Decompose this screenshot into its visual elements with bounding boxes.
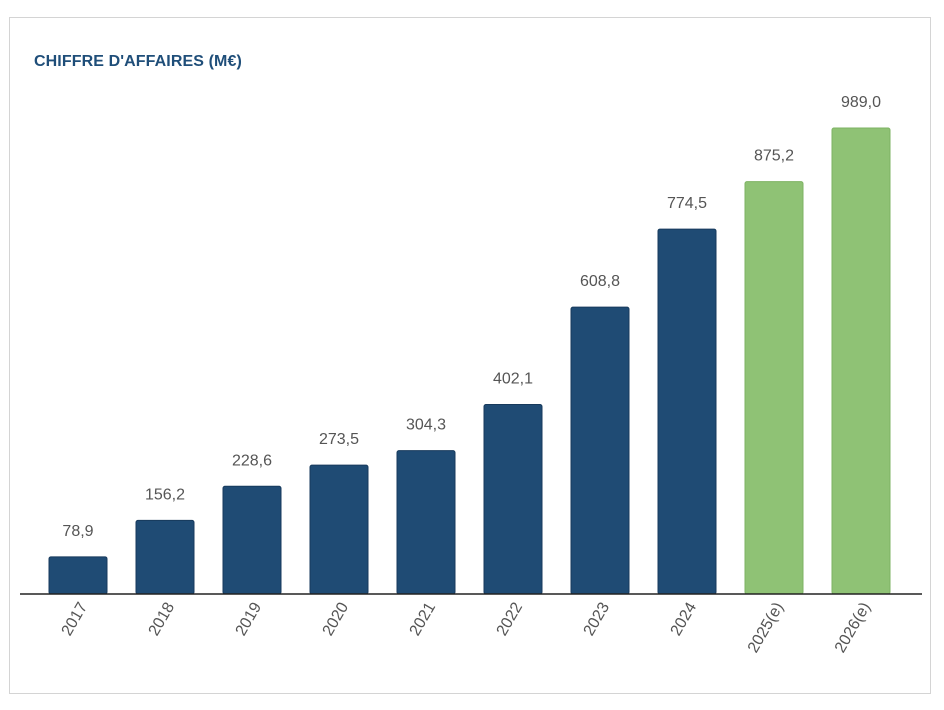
- x-tick-label-2019: 2019: [233, 600, 266, 639]
- value-label-2026(e): 989,0: [841, 94, 881, 111]
- value-labels-group: 78,9 156,2 228,6 273,5 304,3 402,1 608,8 774,5 8…: [62, 94, 881, 540]
- x-tick-label-2023: 2023: [581, 600, 614, 639]
- value-label-2019: 228,6: [232, 452, 272, 469]
- bars-group: [48, 127, 891, 595]
- x-tick-label-2025(e): 2025(e): [745, 600, 787, 656]
- x-tick-labels-group: 2017 2018 2019 2020 2021 2022 2023 2024 2025(e) 2…: [59, 600, 875, 656]
- value-label-2017: 78,9: [62, 523, 93, 540]
- x-tick-label-2021: 2021: [407, 600, 440, 639]
- bar-2026(e): [831, 127, 891, 595]
- bar-2017: [48, 556, 108, 595]
- chart-title: CHIFFRE D'AFFAIRES (M€): [34, 53, 242, 70]
- x-tick-label-2022: 2022: [494, 600, 527, 639]
- value-label-2025(e): 875,2: [754, 148, 794, 165]
- value-label-2021: 304,3: [406, 417, 446, 434]
- x-tick-label-2018: 2018: [146, 600, 179, 639]
- x-tick-label-2024: 2024: [668, 600, 701, 639]
- bar-2019: [222, 485, 282, 595]
- x-tick-label-2026(e): 2026(e): [832, 600, 874, 656]
- value-label-2024: 774,5: [667, 195, 707, 212]
- bar-2023: [570, 306, 630, 595]
- bar-2024: [657, 228, 717, 595]
- bar-2020: [309, 464, 369, 595]
- value-label-2018: 156,2: [145, 486, 185, 503]
- bar-2025(e): [744, 181, 804, 595]
- bar-2018: [135, 519, 195, 595]
- bar-2021: [396, 450, 456, 595]
- bar-2022: [483, 404, 543, 595]
- value-label-2023: 608,8: [580, 273, 620, 290]
- value-label-2022: 402,1: [493, 371, 533, 388]
- x-tick-label-2020: 2020: [320, 600, 353, 639]
- value-label-2020: 273,5: [319, 431, 359, 448]
- x-tick-label-2017: 2017: [59, 600, 92, 639]
